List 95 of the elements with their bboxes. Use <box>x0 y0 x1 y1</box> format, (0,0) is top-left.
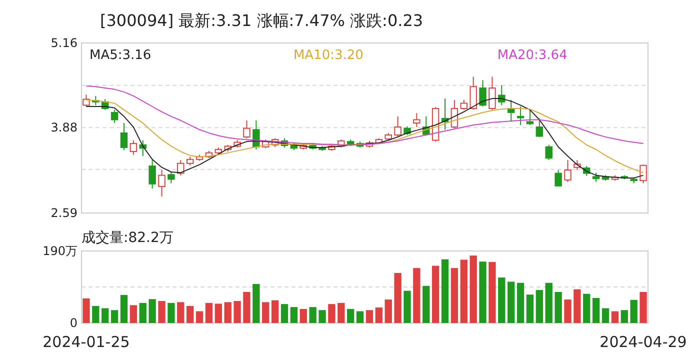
y-tick-label: 0 <box>70 316 78 330</box>
bar <box>214 304 222 323</box>
bar <box>347 308 354 323</box>
bar <box>564 300 572 323</box>
bar <box>234 301 241 323</box>
bar <box>205 302 213 323</box>
bar <box>508 282 515 323</box>
bar <box>516 282 524 323</box>
bar <box>356 311 364 323</box>
bar <box>243 292 250 323</box>
bar <box>536 290 544 323</box>
bar <box>139 302 146 323</box>
candlestick <box>413 112 420 128</box>
bar <box>583 294 590 323</box>
bar <box>375 307 382 323</box>
y-tick-label: 2.59 <box>50 206 78 220</box>
bar <box>110 310 118 323</box>
bar <box>271 300 279 323</box>
candlestick <box>243 120 250 139</box>
text: MA20:3.64 <box>497 48 568 63</box>
bar <box>318 310 326 323</box>
bar <box>338 302 345 323</box>
candlestick <box>110 109 118 124</box>
y-tick-label: 3.88 <box>50 120 78 135</box>
bar <box>479 262 486 323</box>
text: MA10:3.20 <box>293 48 364 63</box>
bar <box>328 304 336 323</box>
x-tick-label: 2024-04-29 <box>600 333 687 351</box>
candlestick <box>177 160 184 176</box>
candlestick <box>526 109 534 126</box>
bar <box>554 292 562 323</box>
candlestick <box>130 140 138 156</box>
bar <box>470 256 477 323</box>
x-tick-label: 2024-01-25 <box>42 333 130 351</box>
bar <box>441 259 449 323</box>
bar <box>290 307 298 323</box>
candlestick <box>488 76 496 110</box>
candlestick <box>640 164 647 184</box>
bar <box>102 308 109 323</box>
bar <box>450 268 458 323</box>
candlestick <box>82 94 90 107</box>
bar <box>526 294 534 323</box>
bar <box>611 311 619 323</box>
bar <box>384 300 392 323</box>
candlestick <box>592 172 600 182</box>
bar <box>498 278 506 323</box>
candlestick <box>545 144 552 161</box>
bar <box>640 292 647 323</box>
bar <box>196 311 204 323</box>
bar <box>224 302 232 323</box>
bar <box>460 260 468 323</box>
text: MA5:3.16 <box>90 48 152 63</box>
bar <box>280 304 288 323</box>
bar <box>545 282 552 323</box>
candlestick <box>460 99 468 110</box>
bar <box>148 299 156 323</box>
bar <box>252 284 260 323</box>
bar <box>630 300 638 323</box>
bar <box>394 272 402 323</box>
bar <box>262 302 270 323</box>
bar <box>168 302 175 323</box>
candlestick <box>158 170 166 197</box>
candlestick <box>168 171 175 184</box>
bar <box>422 286 430 323</box>
bar <box>82 298 90 323</box>
chart-title: 成交量:82.2万 <box>82 230 174 246</box>
bar <box>592 298 600 323</box>
candlestick <box>564 160 572 182</box>
bar <box>300 308 307 323</box>
candlestick <box>479 80 486 107</box>
bar <box>177 302 184 323</box>
candlestick <box>394 116 402 138</box>
y-tick-label: 190万 <box>42 244 78 258</box>
bar <box>488 262 496 323</box>
candlestick <box>148 160 156 190</box>
bar <box>130 305 138 323</box>
chart-title: [300094] 最新:3.31 涨幅:7.47% 涨跌:0.23 <box>100 11 424 30</box>
bar <box>404 290 411 323</box>
bar <box>413 268 420 323</box>
bar <box>366 310 374 323</box>
bar <box>620 310 628 323</box>
candlestick <box>554 170 562 188</box>
candlestick <box>536 118 544 138</box>
bar <box>92 306 100 323</box>
bar <box>158 301 166 323</box>
candlestick <box>120 122 128 151</box>
candlestick <box>470 76 477 110</box>
bar <box>309 307 316 323</box>
bar <box>432 266 440 323</box>
bar <box>186 306 194 323</box>
bar <box>602 308 610 323</box>
bar <box>120 294 128 323</box>
y-tick-label: 5.16 <box>50 36 78 50</box>
candlestick <box>498 84 506 106</box>
bar <box>574 289 581 323</box>
